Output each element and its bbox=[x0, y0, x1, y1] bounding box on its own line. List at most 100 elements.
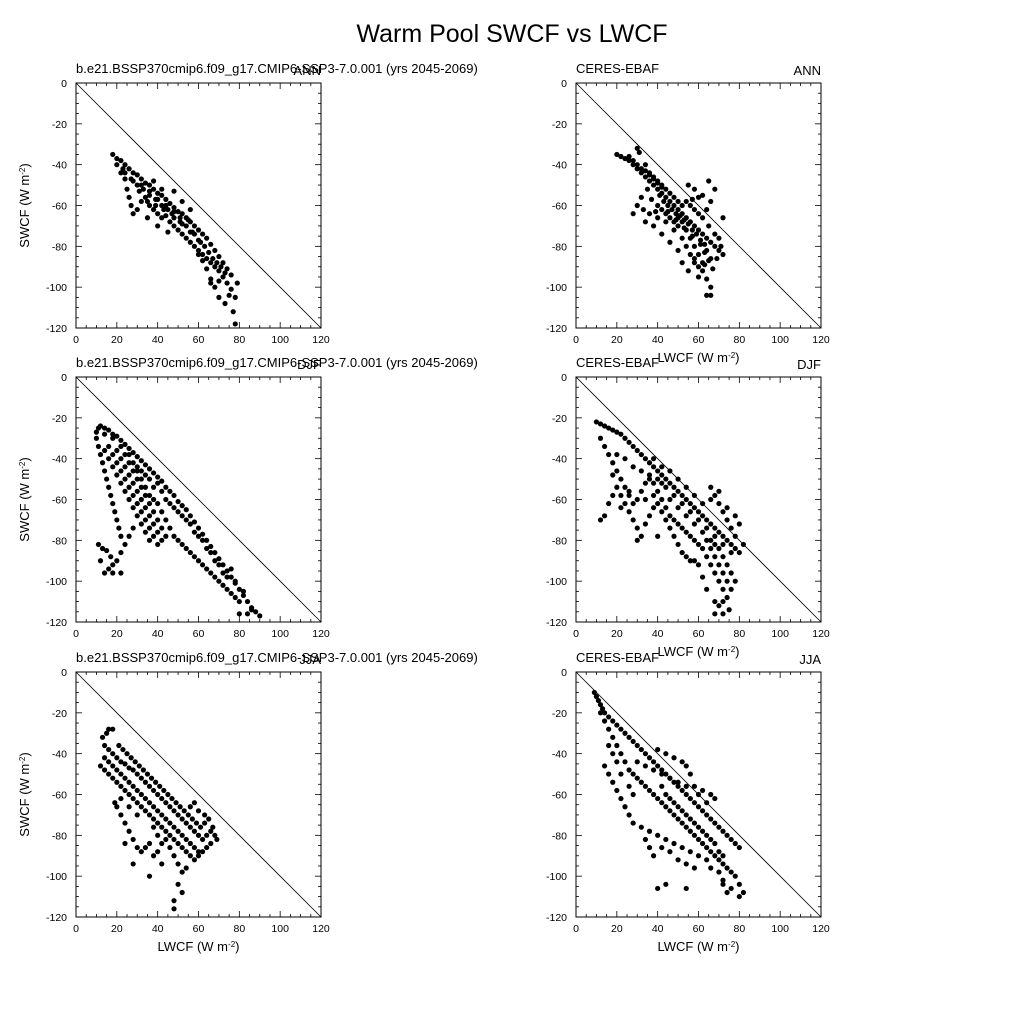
scatter-point bbox=[122, 476, 128, 482]
scatter-point bbox=[663, 791, 669, 798]
scatter-point bbox=[659, 231, 665, 237]
scatter-point bbox=[638, 746, 644, 753]
scatter-point bbox=[671, 800, 677, 806]
scatter-point bbox=[155, 791, 161, 798]
scatter-point bbox=[667, 496, 673, 503]
scatter-point bbox=[614, 787, 620, 794]
scatter-point bbox=[183, 545, 189, 552]
scatter-point bbox=[687, 816, 693, 822]
panel-case-label: CERES-EBAF bbox=[576, 355, 659, 370]
scatter-point bbox=[671, 194, 677, 200]
scatter-point bbox=[691, 206, 698, 213]
x-tick-label: 60 bbox=[693, 628, 705, 640]
scatter-point bbox=[183, 836, 189, 843]
x-tick-label: 0 bbox=[573, 923, 579, 935]
scatter-point bbox=[126, 533, 132, 539]
scatter-point bbox=[740, 541, 747, 548]
scatter-point bbox=[159, 186, 165, 192]
x-tick-label: 100 bbox=[771, 628, 789, 640]
scatter-point bbox=[144, 215, 151, 221]
scatter-point bbox=[667, 513, 673, 519]
x-tick-label: 40 bbox=[152, 628, 164, 640]
scatter-point bbox=[114, 472, 120, 478]
scatter-point bbox=[679, 492, 685, 499]
scatter-point bbox=[155, 211, 161, 217]
scatter-point bbox=[130, 178, 136, 184]
scatter-point bbox=[665, 202, 671, 209]
scatter-point bbox=[244, 611, 251, 617]
scatter-point bbox=[704, 235, 710, 241]
scatter-point bbox=[712, 795, 718, 802]
scatter-point bbox=[642, 496, 649, 503]
scatter-point bbox=[708, 849, 714, 855]
scatter-point bbox=[671, 840, 677, 847]
scatter-point bbox=[679, 202, 685, 209]
scatter-point bbox=[638, 166, 644, 172]
scatter-point bbox=[130, 836, 136, 843]
scatter-point bbox=[669, 206, 675, 213]
scatter-point bbox=[687, 533, 693, 539]
scatter-point bbox=[663, 219, 669, 225]
scatter-point bbox=[122, 176, 128, 182]
scatter-point bbox=[167, 844, 173, 851]
scatter-point bbox=[163, 828, 169, 834]
scatter-point bbox=[155, 808, 161, 814]
scatter-point bbox=[126, 496, 132, 503]
scatter-point bbox=[699, 231, 706, 237]
scatter-point bbox=[106, 484, 112, 490]
scatter-point bbox=[228, 272, 234, 278]
scatter-point bbox=[130, 492, 136, 499]
scatter-point bbox=[712, 611, 718, 617]
scatter-point bbox=[208, 241, 214, 247]
x-axis-title: LWCF (W m-2) bbox=[158, 939, 240, 954]
scatter-point bbox=[234, 280, 240, 286]
scatter-point bbox=[653, 209, 659, 215]
scatter-point bbox=[199, 849, 206, 855]
scatter-point bbox=[610, 472, 616, 478]
scatter-point bbox=[695, 264, 702, 270]
y-tick-label: -40 bbox=[552, 749, 567, 761]
scatter-point bbox=[646, 178, 653, 184]
scatter-point bbox=[101, 447, 108, 454]
scatter-point bbox=[232, 594, 238, 601]
scatter-point bbox=[642, 480, 649, 486]
scatter-point bbox=[183, 517, 189, 523]
scatter-point bbox=[671, 812, 677, 818]
scatter-point bbox=[150, 853, 157, 859]
y-tick-label: 0 bbox=[61, 78, 67, 90]
scatter-point bbox=[122, 451, 128, 458]
scatter-point bbox=[146, 476, 153, 482]
scatter-point bbox=[134, 812, 140, 818]
scatter-point bbox=[650, 505, 657, 511]
scatter-point bbox=[720, 877, 726, 883]
x-tick-label: 120 bbox=[312, 923, 330, 935]
y-tick-label: 0 bbox=[61, 667, 67, 679]
scatter-point bbox=[108, 554, 114, 560]
scatter-point bbox=[101, 431, 108, 437]
scatter-point bbox=[110, 464, 116, 470]
scatter-point bbox=[204, 255, 210, 262]
scatter-point bbox=[144, 771, 151, 777]
scatter-point bbox=[118, 443, 124, 450]
scatter-point bbox=[171, 853, 177, 859]
scatter-point bbox=[153, 779, 159, 785]
scatter-point bbox=[691, 186, 698, 192]
scatter-point bbox=[110, 435, 116, 441]
scatter-point bbox=[106, 726, 112, 732]
scatter-point bbox=[126, 166, 132, 172]
scatter-point bbox=[204, 832, 210, 838]
scatter-point bbox=[683, 812, 689, 818]
scatter-point bbox=[195, 853, 202, 859]
scatter-point bbox=[691, 783, 698, 789]
x-tick-label: 80 bbox=[733, 923, 745, 935]
scatter-point bbox=[699, 500, 706, 507]
scatter-point bbox=[183, 865, 189, 871]
scatter-point bbox=[728, 570, 734, 576]
scatter-point bbox=[108, 492, 114, 499]
scatter-point bbox=[120, 166, 126, 172]
scatter-point bbox=[691, 255, 698, 262]
scatter-point bbox=[642, 751, 649, 757]
scatter-point bbox=[118, 157, 124, 164]
x-tick-label: 20 bbox=[611, 334, 623, 346]
scatter-point bbox=[199, 836, 206, 843]
